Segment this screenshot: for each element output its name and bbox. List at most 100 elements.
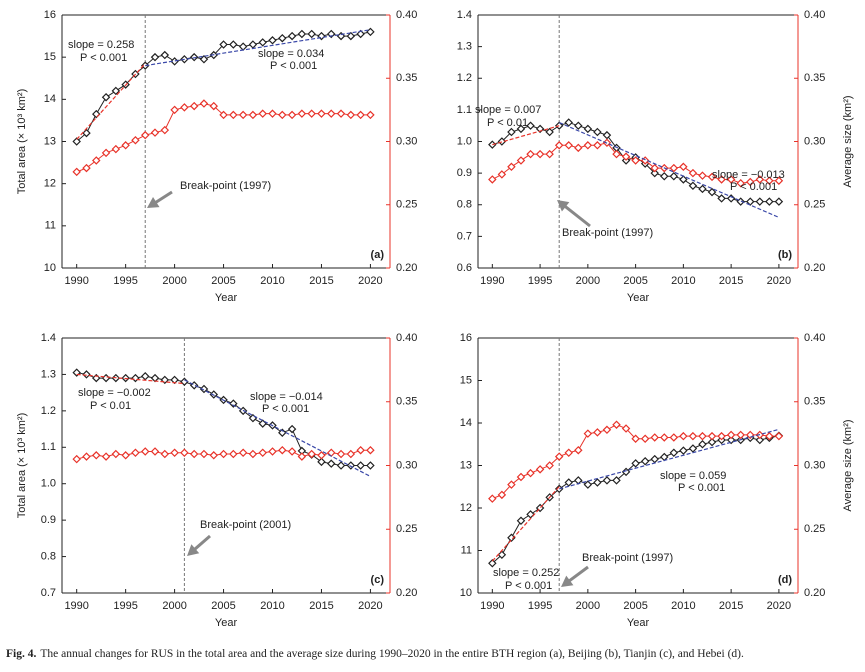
marker <box>516 156 526 165</box>
marker <box>679 162 688 172</box>
marker <box>248 110 258 120</box>
marker <box>82 128 91 138</box>
marker <box>356 110 365 120</box>
y-tick-label: 0.7 <box>457 230 472 242</box>
x-tick-label: 2020 <box>358 275 382 287</box>
marker <box>366 445 375 455</box>
marker <box>765 431 774 441</box>
y2-tick-label: 0.25 <box>804 523 825 535</box>
marker <box>121 451 130 460</box>
marker <box>327 109 336 118</box>
marker <box>726 435 736 445</box>
y2-tick-label: 0.30 <box>804 459 825 471</box>
marker <box>660 433 669 442</box>
marker <box>287 110 297 120</box>
y2-tick-label: 0.35 <box>396 396 417 408</box>
marker <box>287 31 297 41</box>
y-tick-label: 14 <box>460 417 472 429</box>
marker <box>621 152 631 161</box>
marker <box>516 124 526 134</box>
marker <box>583 141 593 150</box>
marker <box>189 101 199 111</box>
y2-tick-label: 0.30 <box>396 459 417 471</box>
marker <box>111 144 121 154</box>
marker <box>640 156 650 165</box>
caption: Fig. 4. The annual changes for RUS in the… <box>6 648 744 660</box>
marker <box>660 172 669 181</box>
panel-label: (a) <box>371 249 385 261</box>
marker <box>650 454 659 464</box>
x-axis-label: Year <box>627 292 650 304</box>
marker <box>317 451 326 460</box>
marker <box>650 433 659 442</box>
arrow-head <box>147 197 160 208</box>
marker <box>679 431 688 441</box>
y2-tick-label: 0.40 <box>396 332 417 344</box>
marker <box>726 430 736 440</box>
marker <box>765 176 774 185</box>
marker <box>593 428 602 437</box>
marker <box>574 445 583 455</box>
y-tick-label: 1.4 <box>41 332 56 344</box>
x-tick-label: 2020 <box>358 600 382 612</box>
x-tick-label: 2005 <box>211 275 235 287</box>
y2-tick-label: 0.30 <box>396 135 417 147</box>
marker <box>755 435 765 445</box>
y-tick-label: 11 <box>461 544 472 556</box>
marker <box>564 141 573 150</box>
y-tick-label: 15 <box>460 374 472 386</box>
marker <box>707 437 717 447</box>
marker <box>612 420 621 429</box>
marker <box>346 31 356 41</box>
marker <box>336 461 346 470</box>
x-tick-label: 2000 <box>576 275 600 287</box>
marker <box>72 137 81 146</box>
breakpoint-label: Break-point (1997) <box>582 552 673 564</box>
marker <box>278 110 287 120</box>
marker <box>82 370 91 379</box>
annotation: P < 0.001 <box>678 482 725 494</box>
y2-axis-label: Average size (km²) <box>842 419 854 511</box>
y-tick-label: 1.1 <box>457 104 472 116</box>
x-tick-label: 1990 <box>480 600 504 612</box>
marker <box>621 467 631 477</box>
marker <box>507 480 516 489</box>
marker <box>307 449 316 459</box>
x-tick-label: 1990 <box>64 600 88 612</box>
y-tick-label: 0.6 <box>457 262 472 274</box>
marker <box>258 448 267 457</box>
y-tick-label: 12 <box>44 178 56 190</box>
marker <box>346 110 356 120</box>
marker <box>707 187 717 197</box>
marker <box>698 171 707 180</box>
marker <box>745 177 755 187</box>
y-tick-label: 16 <box>44 9 56 21</box>
marker <box>564 478 573 487</box>
marker <box>545 149 554 159</box>
marker <box>219 110 228 120</box>
annotation: P < 0.001 <box>80 52 127 64</box>
y2-tick-label: 0.20 <box>804 262 825 274</box>
marker <box>92 373 101 383</box>
trend-line <box>145 29 371 67</box>
marker <box>564 448 573 457</box>
marker <box>507 162 516 172</box>
x-tick-label: 2005 <box>211 600 235 612</box>
x-tick-label: 1995 <box>113 600 137 612</box>
marker <box>516 516 526 525</box>
marker <box>160 50 170 60</box>
marker <box>698 431 707 441</box>
marker <box>199 99 209 108</box>
y-tick-label: 15 <box>44 51 56 63</box>
marker <box>669 172 679 181</box>
panel-label: (b) <box>778 249 792 261</box>
annotation: P < 0.01 <box>487 117 528 129</box>
trend-line <box>76 63 146 140</box>
y2-tick-label: 0.30 <box>804 135 825 147</box>
x-tick-label: 2020 <box>767 600 791 612</box>
marker <box>229 449 238 459</box>
trend-line <box>491 486 560 562</box>
marker <box>248 40 258 49</box>
y-tick-label: 10 <box>44 262 56 274</box>
marker <box>121 141 130 150</box>
